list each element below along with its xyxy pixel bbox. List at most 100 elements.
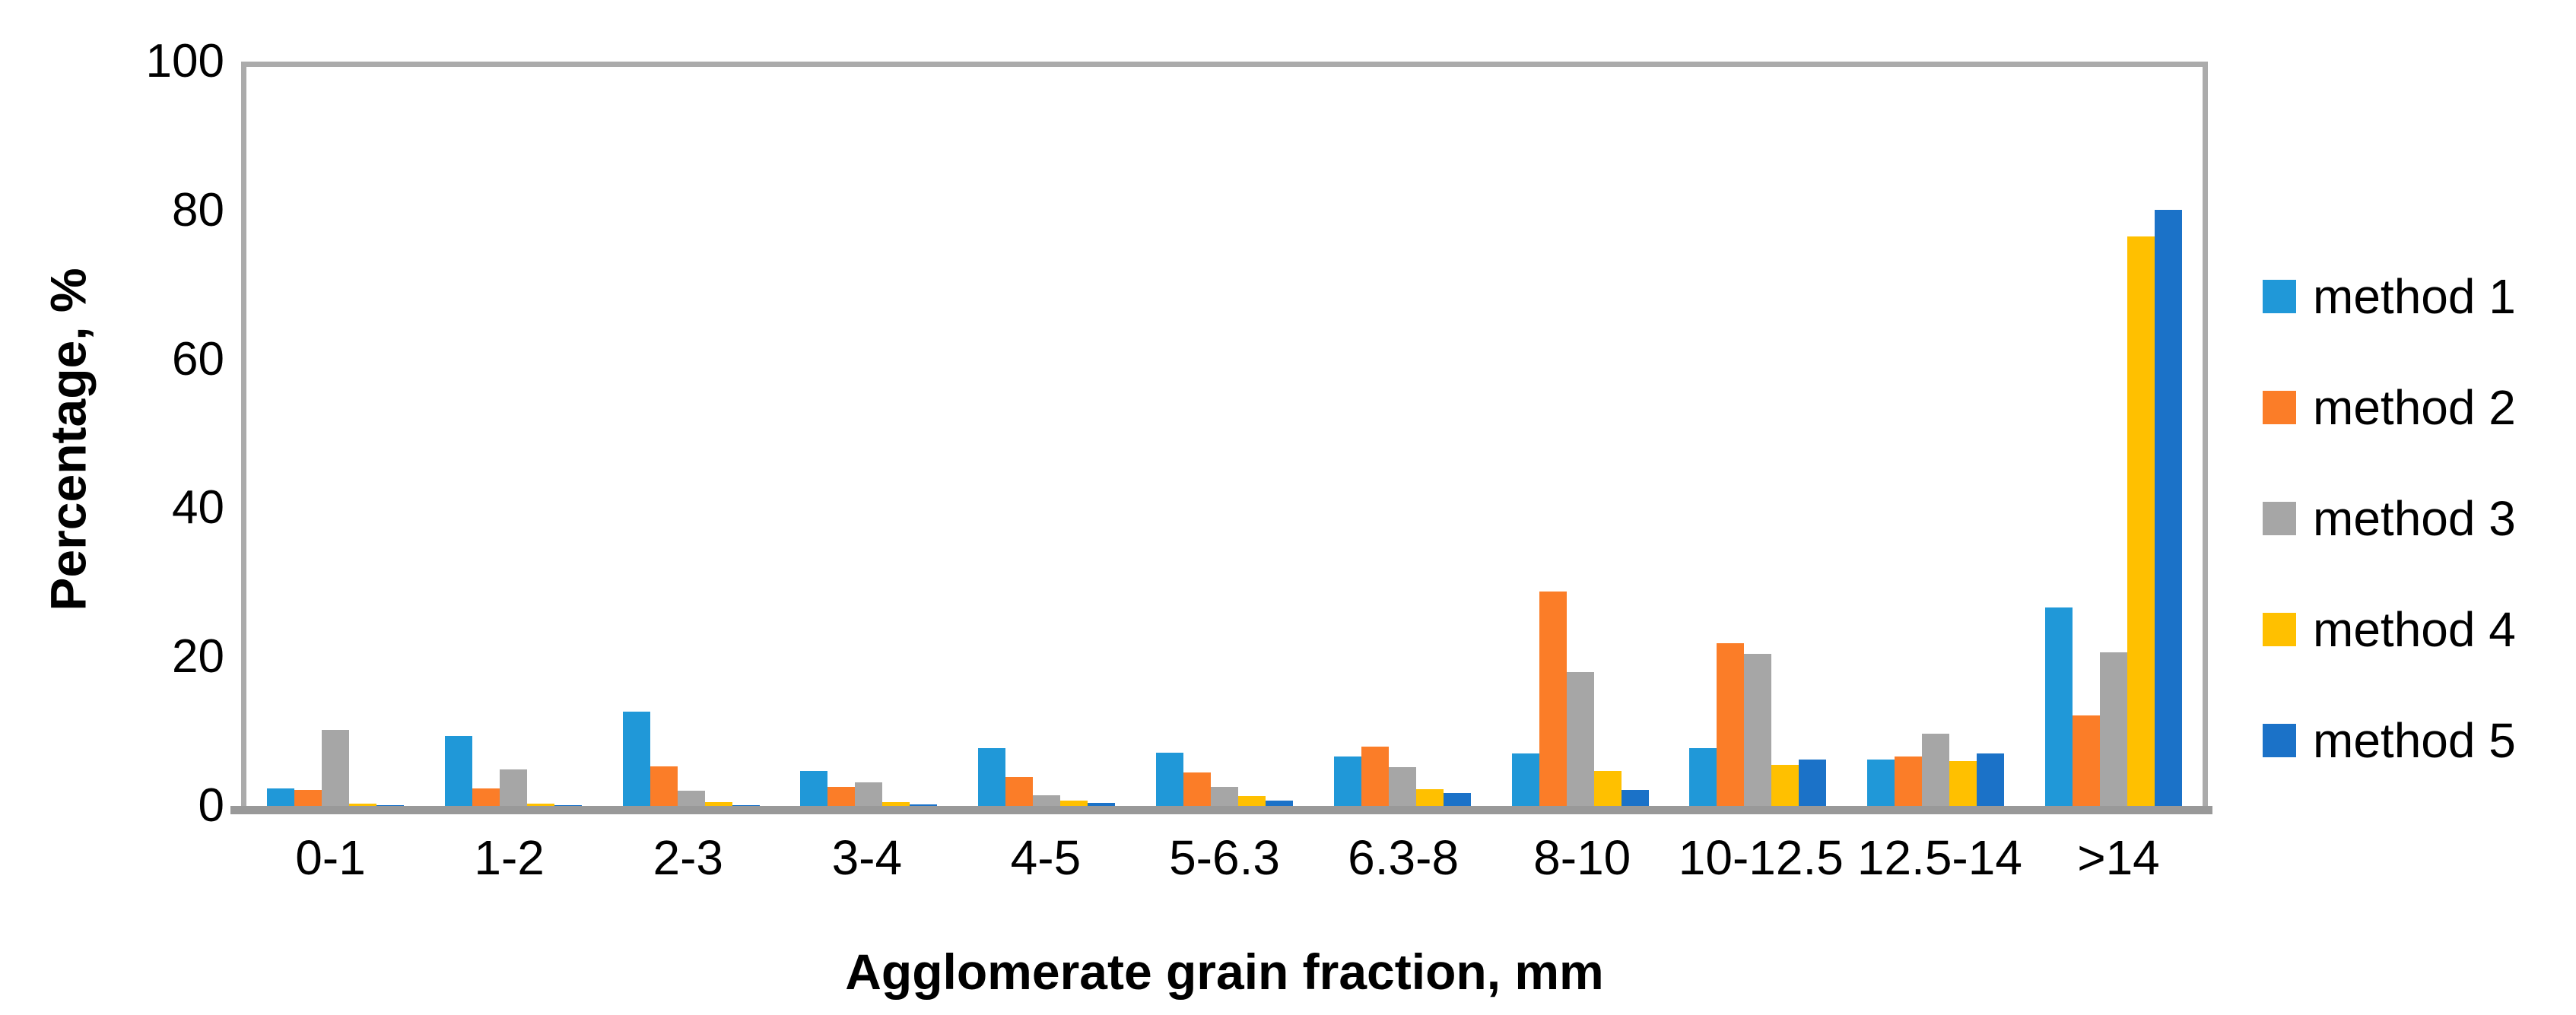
legend-label: method 4 <box>2313 602 2516 657</box>
bar-method-4-3-4 <box>882 802 910 806</box>
x-tick-label: 0-1 <box>295 830 366 885</box>
bar-method-4-8-10 <box>1593 771 1622 806</box>
y-tick-label: 0 <box>198 779 224 832</box>
bar-method-2->14 <box>2073 715 2101 806</box>
legend: method 1 method 2 method 3 method 4 method 5 <box>2263 272 2516 765</box>
bar-group-3-4 <box>780 62 958 806</box>
x-axis-title: Agglomerate grain fraction, mm <box>845 944 1604 1000</box>
bar-method-5-3-4 <box>910 804 938 806</box>
bar-method-2-0-1 <box>294 790 322 806</box>
x-axis-ticks: 0-1 1-2 2-3 3-4 4-5 5-6.3 6.3-8 8-10 10-12.5 12.5… <box>241 830 2208 887</box>
bar-method-4-10-12.5 <box>1771 765 1799 806</box>
bar-method-3-5-6.3 <box>1210 786 1238 806</box>
bar-group-4-5 <box>958 62 1136 806</box>
bar-group-12.5-14 <box>1847 62 2025 806</box>
legend-item-method-3: method 3 <box>2263 494 2516 543</box>
x-tick-label: 10-12.5 <box>1678 830 1844 885</box>
x-axis-line <box>230 806 2212 814</box>
bar-method-1-10-12.5 <box>1689 747 1717 806</box>
bar-method-5-0-1 <box>376 805 404 806</box>
x-tick-label: 3-4 <box>831 830 903 885</box>
bar-method-1-1-2 <box>444 735 472 806</box>
bar-group-10-12.5 <box>1669 62 1847 806</box>
bar-method-1-6.3-8 <box>1333 756 1361 806</box>
y-tick-label: 20 <box>172 630 224 684</box>
bar-method-5->14 <box>2155 209 2183 806</box>
bar-method-1-8-10 <box>1511 753 1539 806</box>
legend-label: method 1 <box>2313 269 2516 324</box>
bar-method-5-8-10 <box>1621 790 1649 806</box>
bar-method-5-5-6.3 <box>1265 801 1293 806</box>
legend-label: method 2 <box>2313 380 2516 435</box>
bar-group-8-10 <box>1491 62 1669 806</box>
bar-method-4->14 <box>2127 236 2155 806</box>
bar-method-5-2-3 <box>732 805 760 806</box>
bar-method-2-2-3 <box>650 766 678 806</box>
bar-method-2-4-5 <box>1005 776 1034 806</box>
bar-method-3-12.5-14 <box>1922 734 1950 806</box>
bar-group-1-2 <box>424 62 602 806</box>
bar-method-5-1-2 <box>554 805 582 806</box>
legend-swatch-icon <box>2263 724 2296 757</box>
bar-method-3-1-2 <box>499 769 527 806</box>
y-tick-label: 40 <box>172 481 224 534</box>
bar-method-1-0-1 <box>266 788 294 806</box>
bar-method-1-3-4 <box>800 771 828 806</box>
legend-swatch-icon <box>2263 391 2296 424</box>
bar-method-3-3-4 <box>855 782 883 806</box>
bar-group-6.3-8 <box>1313 62 1491 806</box>
bar-group-0-1 <box>246 62 424 806</box>
bar-method-1-2-3 <box>622 711 650 806</box>
bar-method-1-12.5-14 <box>1867 760 1895 806</box>
y-tick-label: 60 <box>172 332 224 385</box>
bar-method-4-2-3 <box>704 802 732 806</box>
bar-method-5-6.3-8 <box>1443 793 1471 806</box>
x-tick-label: 5-6.3 <box>1169 830 1280 885</box>
legend-swatch-icon <box>2263 613 2296 646</box>
bar-method-3-10-12.5 <box>1744 654 1772 806</box>
bar-method-1->14 <box>2045 607 2073 806</box>
y-axis-title: Percentage, % <box>40 268 97 611</box>
x-tick-label: 8-10 <box>1533 830 1631 885</box>
bar-method-4-0-1 <box>348 804 376 806</box>
x-tick-label: 4-5 <box>1010 830 1082 885</box>
bar-method-3-4-5 <box>1033 795 1061 806</box>
bar-method-3->14 <box>2100 652 2128 806</box>
legend-item-method-1: method 1 <box>2263 272 2516 321</box>
legend-label: method 3 <box>2313 491 2516 546</box>
y-tick-label: 80 <box>172 183 224 236</box>
bar-method-2-8-10 <box>1539 592 1567 806</box>
bar-method-4-1-2 <box>526 804 554 806</box>
legend-item-method-4: method 4 <box>2263 605 2516 654</box>
bar-method-3-6.3-8 <box>1388 767 1416 806</box>
bar-method-5-12.5-14 <box>1977 753 2005 806</box>
x-tick-label: 2-3 <box>653 830 723 885</box>
x-tick-label: 6.3-8 <box>1348 830 1460 885</box>
legend-item-method-5: method 5 <box>2263 716 2516 765</box>
bar-group->14 <box>2025 62 2203 806</box>
x-tick-label: 12.5-14 <box>1857 830 2022 885</box>
bar-method-2-6.3-8 <box>1361 746 1389 806</box>
legend-swatch-icon <box>2263 280 2296 313</box>
bar-method-4-6.3-8 <box>1415 789 1444 806</box>
x-tick-label: >14 <box>2077 830 2160 885</box>
bar-method-3-8-10 <box>1566 671 1594 806</box>
bar-method-1-5-6.3 <box>1155 752 1183 806</box>
bar-method-5-10-12.5 <box>1799 760 1827 806</box>
plot-area <box>241 62 2208 806</box>
bar-method-4-12.5-14 <box>1949 761 1977 806</box>
x-tick-label: 1-2 <box>474 830 545 885</box>
bar-method-2-12.5-14 <box>1895 756 1923 806</box>
bar-group-5-6.3 <box>1136 62 1313 806</box>
bar-group-2-3 <box>602 62 780 806</box>
legend-swatch-icon <box>2263 502 2296 535</box>
bar-method-2-1-2 <box>472 788 500 806</box>
legend-label: method 5 <box>2313 713 2516 768</box>
bar-method-2-3-4 <box>827 786 856 806</box>
bars-layer <box>246 62 2203 806</box>
bar-method-2-10-12.5 <box>1717 642 1745 806</box>
bar-method-1-4-5 <box>978 747 1006 806</box>
bar-method-3-2-3 <box>677 791 705 806</box>
bar-method-3-0-1 <box>321 730 349 806</box>
